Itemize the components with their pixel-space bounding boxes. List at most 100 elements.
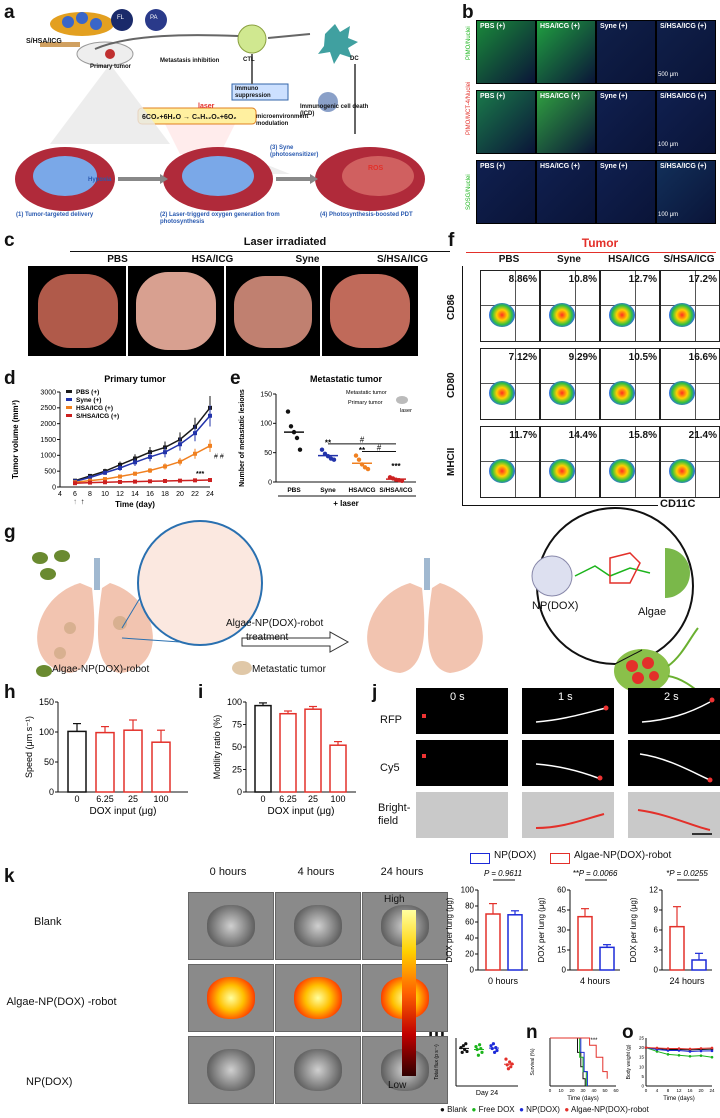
microenv-label: microenvironment modulation bbox=[256, 114, 309, 127]
l1-ytick-label: 0 bbox=[470, 966, 475, 975]
d-ytick-label: 3000 bbox=[40, 389, 56, 396]
f-col-3: S/HSA/ICG bbox=[663, 254, 715, 265]
o-point-1 bbox=[710, 1055, 714, 1059]
c-photo-syne bbox=[226, 266, 320, 356]
b-col-label-2-3: S/HSA/ICG (+) bbox=[660, 163, 707, 170]
b-micrograph-2-3: S/HSA/ICG (+) bbox=[656, 160, 716, 224]
l2-ylabel: DOX per lung (μg) bbox=[537, 897, 546, 962]
syringe-icon bbox=[40, 42, 80, 47]
b-col-label-2-2: Syne (+) bbox=[600, 163, 628, 170]
d-series-1-point bbox=[178, 442, 182, 447]
i-ytick-label: 25 bbox=[232, 765, 242, 775]
l2-bar-1 bbox=[599, 946, 615, 971]
e-annot-3: laser bbox=[400, 408, 412, 414]
d-xtick-label: 20 bbox=[176, 491, 184, 498]
l3-xlabel: 24 hours bbox=[669, 976, 705, 986]
f-value-1-1: 9.29% bbox=[568, 352, 597, 363]
f-value-2-2: 15.8% bbox=[628, 430, 657, 441]
l2-ytick-label: 45 bbox=[557, 906, 566, 915]
f-plot-2-2: 15.8% bbox=[600, 426, 660, 498]
o-point-3 bbox=[710, 1046, 714, 1050]
syne-label: (3) Syne (photosensitizer) bbox=[270, 145, 319, 158]
o-xtick: 20 bbox=[698, 1088, 704, 1093]
d-series-3-point bbox=[133, 479, 137, 484]
k-image-2-0 bbox=[188, 1036, 274, 1104]
o-point-2 bbox=[699, 1049, 703, 1053]
f-gate-v-0-2 bbox=[601, 271, 636, 341]
m-point-0 bbox=[465, 1049, 469, 1054]
b-micrograph-0-2: Syne (+) bbox=[596, 20, 656, 84]
k-tissue-0-1 bbox=[294, 905, 342, 947]
e-point-0 bbox=[288, 424, 294, 429]
i-ytick-label: 0 bbox=[237, 787, 242, 797]
m-point-1 bbox=[476, 1053, 480, 1057]
o-xtick: 4 bbox=[656, 1088, 659, 1093]
b-scale-1: 100 μm bbox=[658, 142, 679, 148]
l3-ylabel: DOX per lung (μg) bbox=[629, 897, 638, 962]
i-ytick-label: 50 bbox=[232, 742, 242, 752]
i-bar-2 bbox=[304, 708, 322, 793]
d-series-2-point bbox=[133, 471, 137, 476]
e-point-2 bbox=[356, 457, 362, 462]
d-ytick-label: 1500 bbox=[40, 437, 56, 444]
o-xtick: 24 bbox=[709, 1088, 715, 1093]
l1-ytick-label: 100 bbox=[461, 886, 475, 895]
f-density-1-1 bbox=[549, 381, 575, 405]
b-col-label-0-3: S/HSA/ICG (+) bbox=[660, 23, 707, 30]
d-series-0-point bbox=[133, 456, 137, 461]
o-point-1 bbox=[666, 1053, 670, 1056]
o-ytick: 15 bbox=[639, 1055, 645, 1060]
f-density-0-2 bbox=[609, 303, 635, 327]
e-xlabel: + laser bbox=[333, 499, 359, 508]
e-sig-2: ** bbox=[359, 446, 366, 455]
icd-label: Immunogenic cell death (ICD) bbox=[300, 104, 369, 117]
k-time-1: 4 hours bbox=[297, 866, 335, 878]
j-cy5-0 bbox=[416, 740, 508, 786]
legend-robot: Algae-NP(DOX)-robot bbox=[571, 1105, 649, 1114]
o-point-2 bbox=[666, 1049, 670, 1052]
d-series-3-point bbox=[103, 480, 107, 485]
j-rfp-1: 1 s bbox=[522, 688, 614, 734]
panel-label-j: j bbox=[372, 682, 378, 703]
panel-label-f: f bbox=[448, 230, 455, 251]
e-annot-1: Metastatic tumor bbox=[346, 390, 387, 396]
o-point-3 bbox=[666, 1047, 670, 1050]
f-value-1-3: 16.6% bbox=[688, 352, 717, 363]
i-ytick-label: 100 bbox=[227, 697, 242, 707]
e-sig-3: *** bbox=[391, 462, 401, 471]
c-title: Laser irradiated bbox=[243, 236, 327, 248]
j-row-cy5: Cy5 bbox=[380, 762, 400, 774]
m-point-0 bbox=[464, 1042, 468, 1046]
d-series-3-point bbox=[148, 479, 152, 484]
f-plot-2-0: 11.7% bbox=[480, 426, 540, 498]
d-xtick-label: 24 bbox=[206, 491, 214, 498]
f-value-0-2: 12.7% bbox=[628, 274, 657, 285]
f-gate-v-1-2 bbox=[601, 349, 636, 419]
d-legend-swatch-0 bbox=[66, 390, 72, 393]
n-series-2 bbox=[550, 1037, 588, 1086]
e-point-0 bbox=[291, 429, 297, 435]
e-ylabel: Number of metastatic lesions bbox=[239, 389, 246, 487]
o-xlabel: Time (days) bbox=[663, 1096, 694, 1102]
l3-annotation: *P = 0.0255 bbox=[666, 869, 708, 878]
d-series-2-point bbox=[208, 443, 212, 448]
g-treatment-1: Algae-NP(DOX)-robot bbox=[226, 618, 324, 629]
d-ytick-label: 2000 bbox=[40, 421, 56, 428]
i-bar-1 bbox=[279, 712, 297, 793]
b-scale-2: 100 μm bbox=[658, 212, 679, 218]
o-ytick: 20 bbox=[639, 1045, 645, 1050]
l1-ytick-label: 60 bbox=[465, 918, 474, 927]
d-legend-3: S/HSA/ICG (+) bbox=[76, 413, 119, 420]
n-series-3 bbox=[550, 1037, 608, 1079]
f-value-0-3: 17.2% bbox=[688, 274, 717, 285]
h-bar-0 bbox=[67, 730, 87, 793]
f-density-2-1 bbox=[549, 459, 575, 483]
f-gate-v-2-3 bbox=[661, 427, 696, 497]
chart-l2: 0 15 30 45 60 4 hours DOX per lung (μg) **P = 0… bbox=[537, 869, 620, 986]
d-series-2-point bbox=[193, 451, 197, 456]
d-hash: # # bbox=[214, 454, 224, 461]
l3-ytick-label: 9 bbox=[654, 906, 659, 915]
ctl-label: CTL bbox=[243, 57, 255, 63]
chart-d: 0 500 1000 1500 2000 2500 3000 4 6 8 10 12 14 16 18 20 2… bbox=[11, 374, 224, 509]
d-legend-swatch-3 bbox=[66, 414, 72, 417]
